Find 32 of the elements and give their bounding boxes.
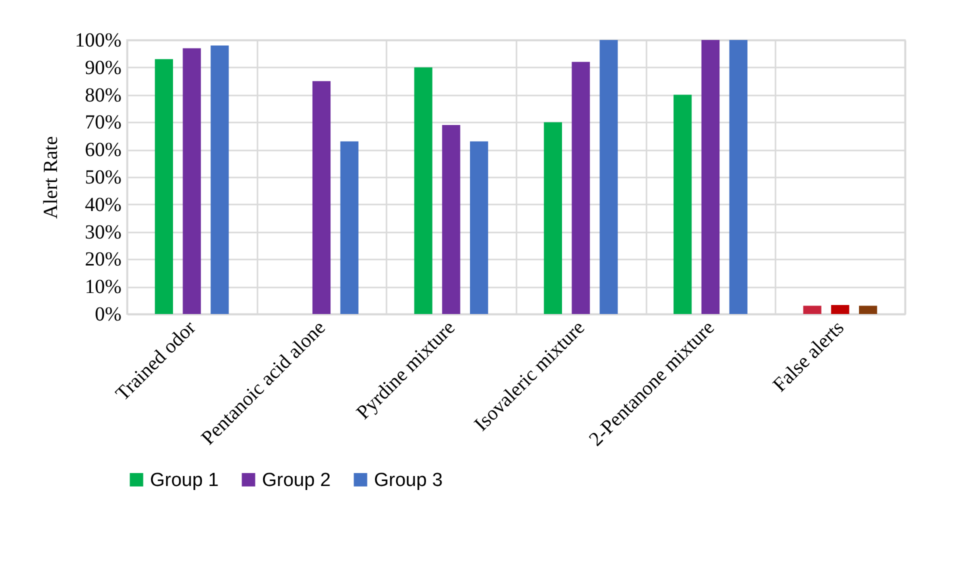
bar <box>414 67 432 314</box>
y-tick-label: 80% <box>84 84 122 106</box>
y-tick-label: 90% <box>84 56 122 79</box>
y-tick-label: 20% <box>84 248 122 271</box>
bar <box>701 40 720 314</box>
y-tick-label: 70% <box>84 112 122 134</box>
legend-label: Group 3 <box>374 470 443 491</box>
bar <box>210 45 229 314</box>
bar <box>544 122 562 314</box>
y-tick-label: 10% <box>84 276 122 298</box>
bar <box>470 141 488 314</box>
y-tick-label: 0% <box>94 304 122 326</box>
bar <box>831 304 850 314</box>
bar <box>674 94 692 314</box>
bar <box>858 306 878 314</box>
bar <box>340 141 358 314</box>
y-axis-title: Alert Rate <box>40 136 62 219</box>
bar <box>803 306 822 314</box>
bar <box>442 124 460 314</box>
y-tick-label: 50% <box>84 166 122 188</box>
y-tick-label: 60% <box>84 139 122 162</box>
y-tick-label: 40% <box>84 194 122 216</box>
y-tick-label: 30% <box>84 221 122 244</box>
bar <box>154 59 174 314</box>
legend-label: Group 2 <box>262 470 331 491</box>
bar <box>182 48 201 314</box>
bar <box>312 81 331 314</box>
bar <box>600 40 618 314</box>
bar <box>572 62 590 314</box>
y-tick-label: 100% <box>74 30 122 52</box>
legend-label: Group 1 <box>150 470 219 491</box>
bar <box>729 40 748 314</box>
